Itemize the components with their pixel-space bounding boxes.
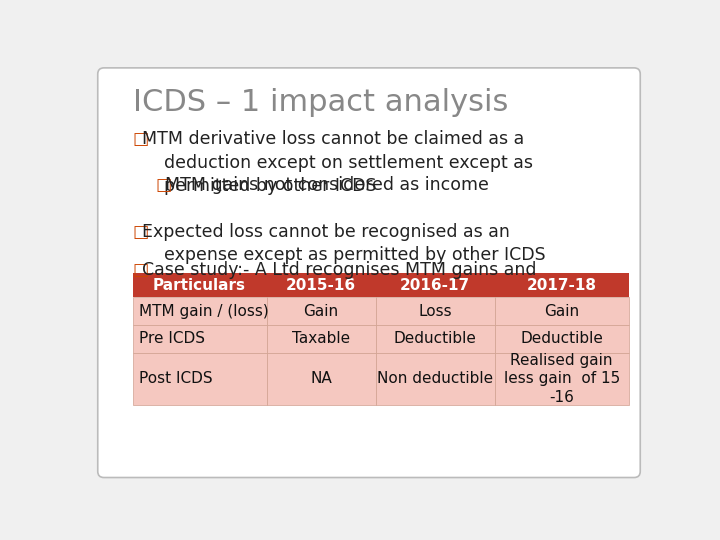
Bar	[132, 273, 266, 298]
Bar	[376, 298, 495, 325]
Bar	[495, 273, 629, 298]
Text: Gain: Gain	[544, 303, 579, 319]
Text: NA: NA	[310, 372, 332, 387]
Text: □: □	[156, 177, 172, 194]
Text: 2017-18: 2017-18	[526, 278, 597, 293]
Text: Non deductible: Non deductible	[377, 372, 493, 387]
Text: Pre ICDS: Pre ICDS	[139, 332, 204, 347]
Bar	[132, 353, 266, 405]
Text: Case study:- A Ltd recognises MTM gains and: Case study:- A Ltd recognises MTM gains …	[142, 261, 536, 279]
Bar	[376, 273, 495, 298]
Bar	[266, 353, 376, 405]
Text: □: □	[132, 261, 149, 279]
Text: MTM gain / (loss): MTM gain / (loss)	[139, 303, 269, 319]
Bar	[132, 325, 266, 353]
Text: Particulars: Particulars	[153, 278, 246, 293]
Bar	[132, 298, 266, 325]
Bar	[266, 298, 376, 325]
Bar	[495, 298, 629, 325]
Bar	[495, 325, 629, 353]
Bar	[495, 353, 629, 405]
Text: MTM gains not considered as income: MTM gains not considered as income	[165, 177, 489, 194]
Text: MTM derivative loss cannot be claimed as a
    deduction except on settlement ex: MTM derivative loss cannot be claimed as…	[142, 130, 533, 195]
Text: 2016-17: 2016-17	[400, 278, 470, 293]
Text: 2015-16: 2015-16	[286, 278, 356, 293]
Text: Post ICDS: Post ICDS	[139, 372, 212, 387]
Bar	[376, 325, 495, 353]
Text: Realised gain
less gain  of 15
-16: Realised gain less gain of 15 -16	[503, 353, 620, 405]
Bar	[266, 273, 376, 298]
Text: □: □	[132, 222, 149, 241]
Text: ICDS – 1 impact analysis: ICDS – 1 impact analysis	[132, 88, 508, 117]
Text: Deductible: Deductible	[521, 332, 603, 347]
Text: Loss: Loss	[418, 303, 452, 319]
FancyBboxPatch shape	[98, 68, 640, 477]
Text: Gain: Gain	[304, 303, 338, 319]
Text: Taxable: Taxable	[292, 332, 350, 347]
Text: Deductible: Deductible	[394, 332, 477, 347]
Bar	[376, 353, 495, 405]
Bar	[266, 325, 376, 353]
Text: □: □	[132, 130, 149, 148]
Text: Expected loss cannot be recognised as an
    expense except as permitted by othe: Expected loss cannot be recognised as an…	[142, 222, 546, 264]
